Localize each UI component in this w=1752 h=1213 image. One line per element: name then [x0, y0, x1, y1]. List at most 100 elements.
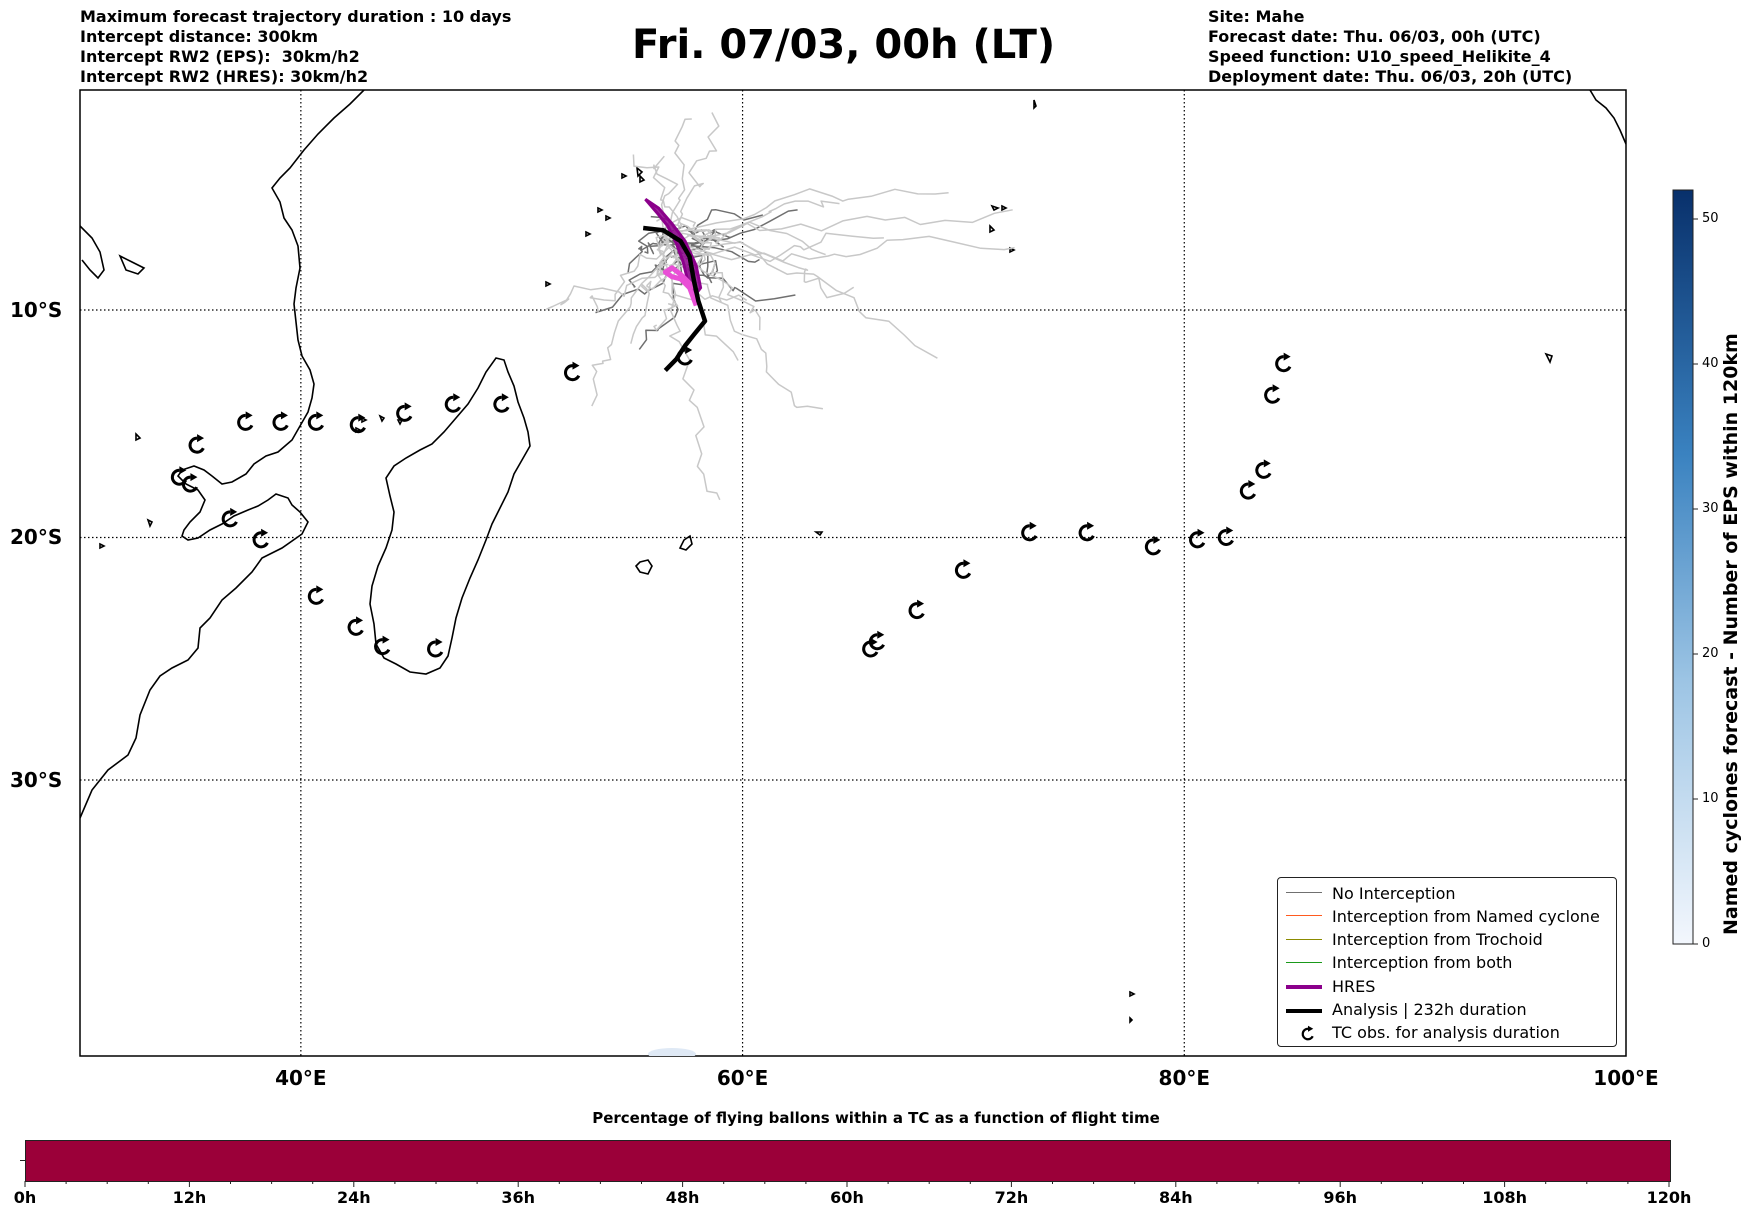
tc-symbol-arrow	[1087, 521, 1095, 530]
tc-symbol	[272, 411, 289, 431]
ensemble-track	[628, 259, 668, 288]
tc-symbol	[349, 413, 366, 434]
ensemble-track	[669, 263, 721, 501]
legend-label: No Interception	[1332, 883, 1456, 903]
tc-symbol-arrow	[1029, 521, 1037, 530]
tc-symbol-arc	[1078, 524, 1095, 542]
tc-symbol	[374, 635, 391, 656]
ensemble-track	[669, 188, 949, 236]
legend-swatch	[1284, 882, 1322, 904]
longitude-label: 100°E	[1593, 1066, 1659, 1090]
tc-symbol-arrow	[316, 585, 324, 594]
legend-item: Analysis | 232h duration	[1278, 999, 1527, 1021]
tc-symbol-arc	[252, 531, 269, 549]
ensemble-track	[663, 200, 840, 245]
hres-tracks	[644, 198, 703, 307]
small-island-north	[1033, 99, 1037, 110]
tc-symbol-arc	[493, 395, 510, 413]
coastlines	[80, 90, 1626, 1024]
legend-item: Interception from Named cyclone	[1278, 905, 1600, 927]
tc-symbol-arc	[868, 633, 885, 651]
tc-symbol-arrow	[870, 638, 878, 647]
tc-symbol-arrow	[877, 630, 885, 639]
tc-symbol-arc	[347, 618, 364, 636]
eps-colorbar-tick-label: 50	[1702, 211, 1719, 226]
mozambique-islands	[99, 432, 154, 550]
tc-symbol-arc	[237, 413, 254, 431]
latitude-label: 20°S	[10, 525, 63, 550]
tc-symbol-arc	[1264, 386, 1281, 404]
flight-time-tick-label: 36h	[501, 1188, 536, 1207]
run-parameters: Maximum forecast trajectory duration : 1…	[80, 7, 511, 87]
tc-symbol-arrow	[190, 473, 198, 482]
tc-symbol-arc	[349, 416, 366, 434]
longitude-label: 40°E	[275, 1066, 327, 1090]
ensemble-track	[627, 233, 683, 273]
tc-symbol	[1275, 352, 1292, 373]
tc-symbol	[1217, 526, 1234, 546]
tc-symbol-arrow	[356, 616, 364, 625]
tc-symbol	[862, 638, 879, 658]
legend-label: TC obs. for analysis duration	[1332, 1023, 1560, 1043]
flight-time-tick-label: 60h	[830, 1188, 864, 1207]
tc-symbol-arrow	[917, 599, 925, 608]
ensemble-track	[653, 244, 679, 331]
tc-symbol-arc	[908, 602, 925, 620]
hres-track	[644, 198, 703, 300]
tc-symbol	[601, 1081, 615, 1099]
tc-symbol-arrow	[1283, 352, 1291, 361]
tc-symbol-arrow	[1153, 535, 1161, 544]
small-island-east	[1544, 352, 1554, 365]
tc-symbol	[347, 616, 364, 636]
hres-pink-track	[662, 265, 699, 307]
tc-symbol	[427, 638, 444, 658]
legend-swatch	[1284, 1022, 1322, 1044]
chagos-islands	[989, 204, 1016, 254]
ensemble-tracks	[546, 112, 1015, 501]
legend-swatch	[1284, 929, 1322, 951]
tc-symbol	[1239, 480, 1256, 500]
ensemble-track	[680, 222, 713, 251]
eps-colorbar-tick-label: 20	[1702, 646, 1719, 661]
tc-symbol-arrow	[608, 1081, 615, 1089]
legend-item: HRES	[1278, 975, 1375, 997]
tc-observations	[170, 345, 1292, 1099]
tc-symbol	[493, 393, 510, 413]
tc-symbol	[1255, 459, 1272, 479]
tc-symbol-arrow	[382, 635, 390, 644]
tc-symbol	[444, 393, 461, 413]
tc-symbol-arrow	[404, 402, 412, 411]
map-legend: No Interception Interception from Named c…	[1277, 877, 1617, 1047]
ensemble-track	[668, 118, 692, 239]
ensemble-track	[658, 112, 720, 260]
tc-symbol-arc	[188, 436, 205, 454]
tc-symbol-arrow	[1263, 459, 1271, 468]
tc-symbol	[676, 345, 693, 366]
tc-symbol-arrow	[280, 411, 288, 420]
tc-symbol-arc	[181, 475, 199, 493]
eps-colorbar-tick-label: 0	[1702, 936, 1711, 951]
map-title: Fri. 07/03, 00h (LT)	[632, 22, 1056, 68]
somali-coast-fragment	[80, 225, 105, 280]
info-site: Site: Mahe	[1208, 7, 1305, 26]
ensemble-track	[671, 209, 1013, 239]
legend-label: HRES	[1332, 976, 1376, 996]
tc-symbol-arrow	[1197, 528, 1205, 537]
ensemble-track	[672, 232, 884, 263]
eps-colorbar	[1672, 189, 1694, 945]
tc-symbol	[221, 507, 238, 528]
tc-symbol-arc	[444, 395, 461, 413]
madagascar-coastline	[369, 357, 531, 675]
longitude-label: 80°E	[1158, 1066, 1211, 1090]
flight-time-tick-label: 48h	[665, 1188, 700, 1207]
reunion-island	[634, 559, 653, 575]
tc-symbol	[1189, 528, 1206, 549]
tc-symbol	[307, 411, 324, 431]
tc-symbol-arrow	[435, 638, 443, 647]
param-intercept-eps: Intercept RW2 (EPS): 30km/h2	[80, 47, 360, 66]
tc-symbol	[396, 402, 413, 422]
tc-symbol-arrow	[179, 466, 187, 475]
comoros-islands	[355, 414, 404, 434]
tc-symbol-arc	[307, 587, 324, 605]
tc-symbol-arc	[427, 640, 444, 658]
